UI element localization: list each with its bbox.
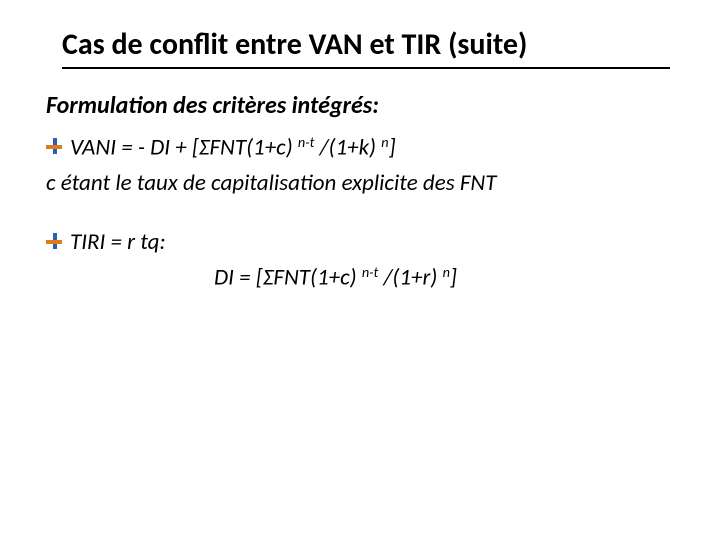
bullet-item-1: VANI = - DI + [ΣFNT(1+c) n-t /(1+k) n] — [46, 132, 680, 164]
slide-title: Cas de conflit entre VAN et TIR (suite) — [62, 26, 670, 69]
bullet-icon — [46, 233, 64, 249]
slide: Cas de conflit entre VAN et TIR (suite) … — [0, 0, 720, 540]
bullet-item-2: TIRI = r tq: — [46, 227, 680, 258]
formula-vani: VANI = - DI + [ΣFNT(1+c) n-t /(1+k) n] — [70, 132, 396, 164]
subtitle: Formulation des critères intégrés: — [46, 91, 680, 120]
formula-tiri: DI = [ΣFNT(1+c) n-t /(1+r) n] — [214, 262, 680, 294]
bullet-icon — [46, 138, 64, 154]
explain-line: c étant le taux de capitalisation explic… — [46, 168, 680, 199]
tiri-lead: TIRI = r tq: — [70, 227, 166, 258]
